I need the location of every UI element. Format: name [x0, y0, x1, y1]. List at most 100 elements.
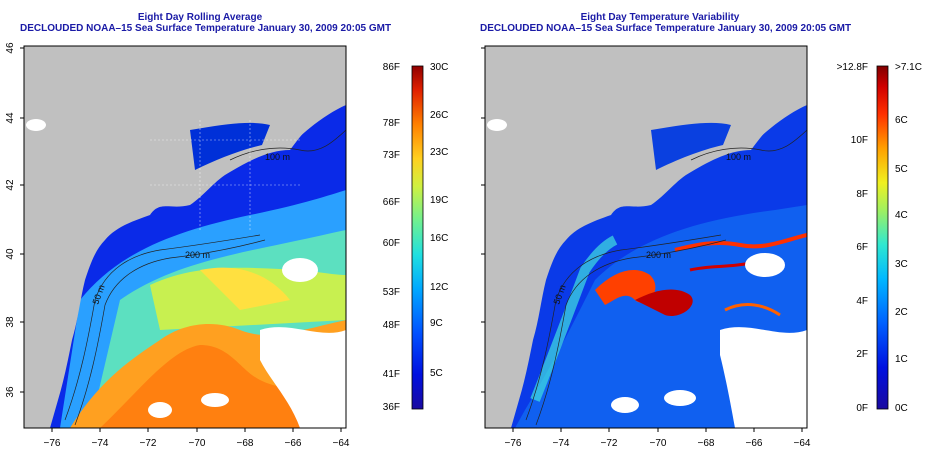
left-sst-map: 100 m 200 m 50 m 46 44 42 40 38 36 −76 −… — [5, 42, 449, 449]
lat-tick-46: 46 — [475, 42, 478, 54]
cbar-f-0: 0F — [856, 403, 868, 414]
cbar-f-53: 53F — [383, 287, 400, 298]
cbar-c-16: 16C — [430, 233, 448, 244]
contour-label-200m: 200 m — [646, 250, 671, 260]
cbar-f-86: 86F — [383, 62, 400, 73]
right-map-content — [485, 46, 807, 428]
left-lon-axis: −76 −74 −72 −70 −68 −66 −64 — [44, 428, 350, 449]
right-title-line2: DECLOUDED NOAA–15 Sea Surface Temperatur… — [480, 23, 852, 34]
lat-tick-46: 46 — [5, 42, 16, 54]
left-colorbar: 86F 78F 73F 66F 60F 53F 48F 41F 36F 30C … — [383, 62, 449, 413]
lon-tick-66: −66 — [746, 438, 763, 449]
cloud-patch — [487, 119, 507, 131]
sst-colorbar-gradient — [411, 65, 424, 410]
cbar-c-5: 5C — [895, 164, 908, 175]
lon-tick-64: −64 — [794, 438, 811, 449]
contour-gom — [229, 129, 346, 161]
right-map-frame — [484, 45, 808, 429]
cloud-patch — [26, 119, 46, 131]
cloud-patch — [201, 393, 229, 407]
lat-tick-44: 44 — [475, 112, 478, 124]
contour-label-100m: 100 m — [726, 152, 751, 162]
left-title-line1: Eight Day Rolling Average — [137, 12, 263, 23]
right-lon-axis: −76 −74 −72 −70 −68 −66 −64 — [505, 428, 811, 449]
lon-tick-76: −76 — [44, 438, 61, 449]
cbar-f-41: 41F — [383, 369, 400, 380]
lat-tick-40: 40 — [5, 248, 16, 260]
lon-tick-70: −70 — [189, 438, 206, 449]
cloud-patch — [611, 397, 639, 413]
lon-tick-64: −64 — [333, 438, 350, 449]
cbar-c-6: 6C — [895, 115, 908, 126]
cbar-c-4: 4C — [895, 210, 908, 221]
contour-label-100m: 100 m — [265, 152, 290, 162]
left-map-frame — [23, 45, 347, 429]
lon-tick-74: −74 — [553, 438, 570, 449]
gulf-stream-front — [635, 289, 693, 316]
lon-tick-66: −66 — [285, 438, 302, 449]
cloud-mask — [720, 327, 807, 428]
cbar-c-30: 30C — [430, 62, 448, 73]
cbar-f-max: >12.8F — [837, 62, 868, 73]
lon-tick-74: −74 — [92, 438, 109, 449]
cbar-c-19: 19C — [430, 195, 448, 206]
left-map-title: Eight Day Rolling Average DECLOUDED NOAA… — [20, 12, 392, 34]
lat-tick-38: 38 — [475, 316, 478, 328]
cbar-c-23: 23C — [430, 147, 448, 158]
cbar-c-2: 2C — [895, 307, 908, 318]
cbar-f-36: 36F — [383, 402, 400, 413]
cbar-f-4: 4F — [856, 296, 868, 307]
cbar-c-0: 0C — [895, 403, 908, 414]
lon-tick-68: −68 — [237, 438, 254, 449]
cbar-c-3: 3C — [895, 259, 908, 270]
left-map-content — [24, 46, 346, 428]
cbar-c-max: >7.1C — [895, 62, 922, 73]
lat-tick-42: 42 — [5, 179, 16, 191]
contour-label-200m: 200 m — [185, 250, 210, 260]
land-nova-scotia — [260, 68, 346, 149]
cbar-f-60: 60F — [383, 238, 400, 249]
variability-filament — [674, 233, 807, 252]
cloud-mask — [260, 327, 346, 428]
lon-tick-72: −72 — [140, 438, 157, 449]
lon-tick-76: −76 — [505, 438, 522, 449]
contour-100m — [535, 239, 727, 426]
warm-eddy — [200, 267, 290, 310]
contour-100m — [74, 239, 266, 426]
variability-filament — [724, 303, 781, 317]
lon-tick-70: −70 — [650, 438, 667, 449]
lat-tick-36: 36 — [475, 386, 478, 398]
right-title-line1: Eight Day Temperature Variability — [580, 12, 740, 23]
lat-tick-36: 36 — [5, 386, 16, 398]
left-title-line2: DECLOUDED NOAA–15 Sea Surface Temperatur… — [20, 23, 392, 34]
right-lat-axis: 46 44 42 40 38 36 — [475, 42, 485, 398]
left-lat-axis: 46 44 42 40 38 36 — [5, 42, 24, 398]
lon-tick-72: −72 — [601, 438, 618, 449]
cbar-f-10: 10F — [851, 135, 868, 146]
right-colorbar: >12.8F 10F 8F 6F 4F 2F 0F >7.1C 6C 5C 4C… — [837, 62, 922, 414]
right-variability-map: 100 m 200 m 50 m 46 44 42 40 38 36 −76 −… — [475, 42, 922, 449]
cbar-f-48: 48F — [383, 320, 400, 331]
cbar-c-9: 9C — [430, 318, 443, 329]
contour-gom — [690, 129, 807, 161]
contour-200m — [525, 234, 722, 421]
cbar-f-6: 6F — [856, 242, 868, 253]
lat-tick-44: 44 — [5, 112, 16, 124]
lon-tick-68: −68 — [698, 438, 715, 449]
cloud-patch — [148, 402, 172, 418]
cbar-f-66: 66F — [383, 197, 400, 208]
lat-tick-38: 38 — [5, 316, 16, 328]
gulf-of-maine — [190, 122, 270, 170]
cbar-c-26: 26C — [430, 110, 448, 121]
gulf-stream-front — [595, 270, 656, 305]
right-map-title: Eight Day Temperature Variability DECLOU… — [480, 12, 852, 34]
lat-tick-40: 40 — [475, 248, 478, 260]
cbar-f-2: 2F — [856, 349, 868, 360]
cbar-f-73: 73F — [383, 150, 400, 161]
cbar-c-1: 1C — [895, 354, 908, 365]
cbar-c-12: 12C — [430, 282, 448, 293]
lat-tick-42: 42 — [475, 179, 478, 191]
cbar-f-8: 8F — [856, 189, 868, 200]
variability-colorbar-gradient — [876, 65, 889, 410]
lat-lon-grid — [150, 120, 300, 230]
